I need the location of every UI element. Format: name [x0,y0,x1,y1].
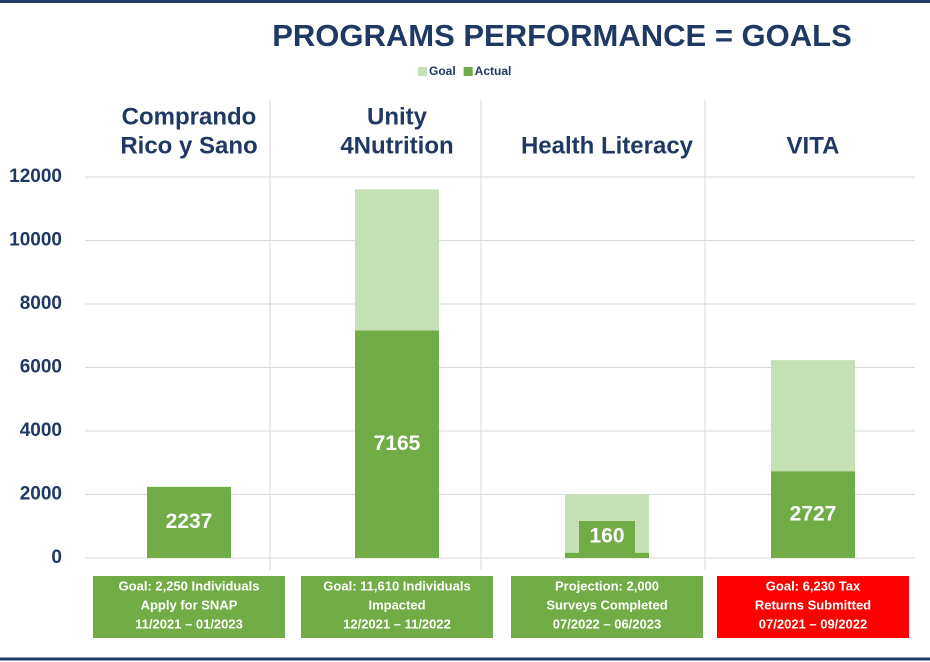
data-label: 2727 [790,502,837,525]
x-tick-label: Unity [367,103,428,130]
data-label: 7165 [374,432,421,455]
annotation-box [511,576,703,638]
y-tick-label: 12000 [9,166,62,187]
annotation-text: Returns Submitted [755,597,871,612]
separators [269,100,706,570]
y-tick-label: 8000 [20,293,62,314]
annotation-text: 11/2021 – 01/2023 [135,616,243,631]
annotation-text: 07/2021 – 09/2022 [759,616,867,631]
x-tick-label: Comprando [122,103,257,130]
data-label-box [369,428,425,461]
y-tick-label: 0 [51,547,62,568]
y-tick-label: 6000 [20,357,62,378]
annotation-text: 07/2022 – 06/2023 [553,616,661,631]
chart-title: PROGRAMS PERFORMANCE = GOALS [272,18,852,53]
y-tick-label: 4000 [20,420,62,441]
annotation-box [717,576,909,638]
annotation-text: Goal: 11,610 Individuals [323,578,470,593]
annotation-text: Impacted [368,597,425,612]
data-label-box [161,506,217,539]
annotation-text: Goal: 2,250 Individuals [119,578,260,593]
bar [565,552,649,558]
data-label: 160 [589,525,624,548]
data-label-box [579,521,635,553]
legend-swatch [418,67,427,76]
annotation-text: Apply for SNAP [141,597,238,612]
x-tick-label: 4Nutrition [340,132,453,159]
annotation-box [93,576,285,638]
annotation-text: Projection: 2,000 [555,578,659,593]
annotation-text: 12/2021 – 11/2022 [343,616,451,631]
x-tick-label: VITA [787,132,840,159]
x-tick-label: Health Literacy [521,132,694,159]
data-label: 2237 [166,510,213,533]
legend-label: Goal [429,64,456,78]
x-tick-label: Rico y Sano [120,132,257,159]
data-label-box [785,498,841,531]
y-tick-label: 2000 [20,484,62,505]
legend-swatch [463,67,473,76]
annotation-box [301,576,493,638]
y-tick-label: 10000 [9,230,62,251]
annotation-text: Goal: 6,230 Tax [766,578,861,593]
annotation-text: Surveys Completed [546,597,667,612]
legend-label: Actual [475,64,512,78]
